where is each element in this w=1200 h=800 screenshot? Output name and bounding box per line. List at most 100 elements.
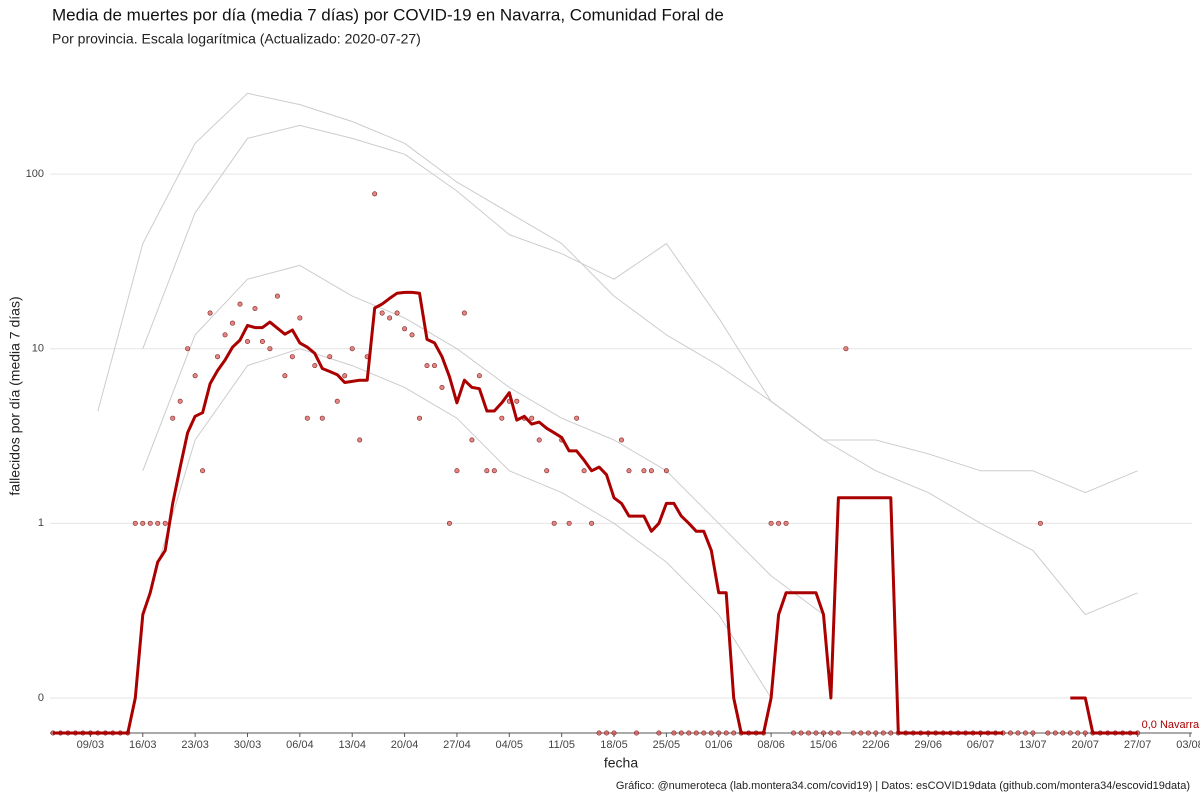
data-point bbox=[409, 332, 415, 338]
data-point bbox=[192, 373, 198, 379]
data-point bbox=[259, 338, 265, 344]
data-point bbox=[491, 468, 497, 474]
data-point bbox=[222, 332, 228, 338]
data-point bbox=[671, 730, 677, 736]
data-point bbox=[1060, 730, 1066, 736]
data-point bbox=[1075, 730, 1081, 736]
x-tick-label: 15/06 bbox=[810, 739, 838, 751]
x-tick-label: 30/03 bbox=[234, 739, 262, 751]
data-point bbox=[843, 346, 849, 352]
data-point bbox=[304, 415, 310, 421]
data-point bbox=[215, 354, 221, 360]
x-tick-label: 27/07 bbox=[1124, 739, 1152, 751]
data-point bbox=[170, 415, 176, 421]
data-point bbox=[334, 398, 340, 404]
x-tick-label: 25/05 bbox=[653, 739, 681, 751]
data-point bbox=[200, 468, 206, 474]
data-point bbox=[461, 310, 467, 316]
data-point bbox=[319, 415, 325, 421]
data-point bbox=[379, 310, 385, 316]
x-tick-label: 06/07 bbox=[967, 739, 995, 751]
data-point bbox=[663, 468, 669, 474]
x-tick-label: 29/06 bbox=[914, 739, 942, 751]
data-point bbox=[484, 468, 490, 474]
data-point bbox=[349, 346, 355, 352]
data-point bbox=[536, 437, 542, 443]
y-tick-label: 10 bbox=[32, 343, 44, 355]
x-tick-label: 06/04 bbox=[286, 739, 314, 751]
data-point bbox=[1052, 730, 1058, 736]
data-point bbox=[723, 730, 729, 736]
y-tick-label: 0 bbox=[38, 692, 44, 704]
data-point bbox=[551, 520, 557, 526]
data-point bbox=[230, 320, 236, 326]
y-tick-label: 1 bbox=[38, 517, 44, 529]
data-point bbox=[327, 354, 333, 360]
data-point bbox=[708, 730, 714, 736]
x-tick-label: 22/06 bbox=[862, 739, 890, 751]
data-point bbox=[244, 338, 250, 344]
x-tick-label: 13/04 bbox=[338, 739, 366, 751]
data-point bbox=[357, 437, 363, 443]
data-point bbox=[566, 520, 572, 526]
data-point bbox=[454, 468, 460, 474]
data-point bbox=[618, 437, 624, 443]
data-point bbox=[394, 310, 400, 316]
data-point bbox=[783, 520, 789, 526]
data-point bbox=[731, 730, 737, 736]
data-point bbox=[267, 346, 273, 352]
x-tick-label: 20/07 bbox=[1072, 739, 1100, 751]
data-point bbox=[207, 310, 213, 316]
data-point bbox=[476, 373, 482, 379]
data-point bbox=[865, 730, 871, 736]
x-tick-label: 04/05 bbox=[496, 739, 524, 751]
data-point bbox=[701, 730, 707, 736]
data-point bbox=[693, 730, 699, 736]
data-point bbox=[499, 415, 505, 421]
data-point bbox=[342, 373, 348, 379]
data-point bbox=[813, 730, 819, 736]
data-point bbox=[312, 363, 318, 369]
data-point bbox=[873, 730, 879, 736]
data-point bbox=[686, 730, 692, 736]
data-point bbox=[514, 398, 520, 404]
data-point bbox=[274, 293, 280, 299]
data-point bbox=[626, 468, 632, 474]
x-axis-title: fecha bbox=[604, 755, 638, 771]
data-point bbox=[1030, 730, 1036, 736]
caption: Gráfico: @numeroteca (lab.montera34.com/… bbox=[616, 780, 1190, 792]
x-tick-label: 03/08 bbox=[1176, 739, 1200, 751]
data-point bbox=[1007, 730, 1013, 736]
y-axis-title: fallecidos por día (media 7 días) bbox=[7, 296, 23, 495]
x-tick-label: 18/05 bbox=[600, 739, 628, 751]
data-point bbox=[529, 415, 535, 421]
data-point bbox=[791, 730, 797, 736]
main-line bbox=[53, 290, 1138, 735]
data-point bbox=[237, 301, 243, 307]
data-point bbox=[372, 191, 378, 197]
data-point bbox=[177, 398, 183, 404]
x-tick-label: 11/05 bbox=[548, 739, 575, 751]
x-tick-label: 16/03 bbox=[129, 739, 157, 751]
data-point bbox=[574, 415, 580, 421]
data-point bbox=[776, 520, 782, 526]
data-point bbox=[596, 730, 602, 736]
data-point bbox=[828, 730, 834, 736]
data-point bbox=[850, 730, 856, 736]
data-point bbox=[835, 730, 841, 736]
data-point bbox=[888, 730, 894, 736]
data-point bbox=[1082, 730, 1088, 736]
chart-title: Media de muertes por día (media 7 días) … bbox=[52, 5, 724, 24]
background-line bbox=[142, 124, 1138, 616]
data-point bbox=[656, 730, 662, 736]
data-point bbox=[282, 373, 288, 379]
x-tick-label: 23/03 bbox=[181, 739, 209, 751]
data-point bbox=[1045, 730, 1051, 736]
data-point bbox=[820, 730, 826, 736]
background-line bbox=[142, 348, 772, 699]
data-point bbox=[544, 468, 550, 474]
data-point bbox=[716, 730, 722, 736]
data-point bbox=[858, 730, 864, 736]
data-point bbox=[768, 520, 774, 526]
